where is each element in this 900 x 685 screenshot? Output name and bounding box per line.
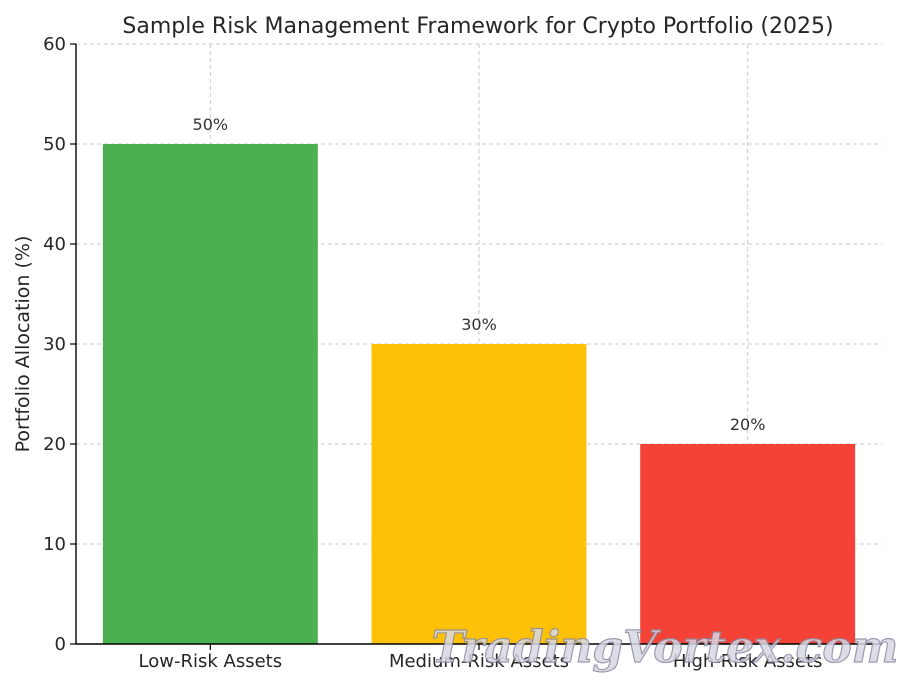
watermark-logo: TradingVortex.com [432, 622, 899, 673]
data-label: 30% [461, 315, 497, 334]
bars [102, 144, 856, 644]
bar [640, 444, 856, 644]
tick-labels: 0 10 20 30 40 50 60 Low-Risk Assets 50% Medium-Ri… [43, 34, 822, 672]
y-tick-label: 30 [43, 334, 66, 355]
y-tick-label: 60 [43, 34, 66, 55]
y-tick-label: 20 [43, 434, 66, 455]
axes [70, 43, 882, 650]
bar [102, 144, 318, 644]
data-label: 20% [730, 415, 766, 434]
y-axis-label: Portfolio Allocation (%) [12, 236, 34, 453]
data-label: 50% [193, 115, 229, 134]
x-tick-label: Low-Risk Assets [139, 651, 283, 672]
x-tick-label: High-Risk Assets [673, 651, 822, 672]
y-tick-label: 50 [43, 134, 66, 155]
y-tick-label: 10 [43, 534, 66, 555]
y-tick-label: 40 [43, 234, 66, 255]
y-tick-label: 0 [55, 634, 66, 655]
chart-title: Sample Risk Management Framework for Cry… [122, 14, 833, 39]
bar [371, 344, 587, 644]
x-tick-label: Medium-Risk Assets [389, 651, 569, 672]
